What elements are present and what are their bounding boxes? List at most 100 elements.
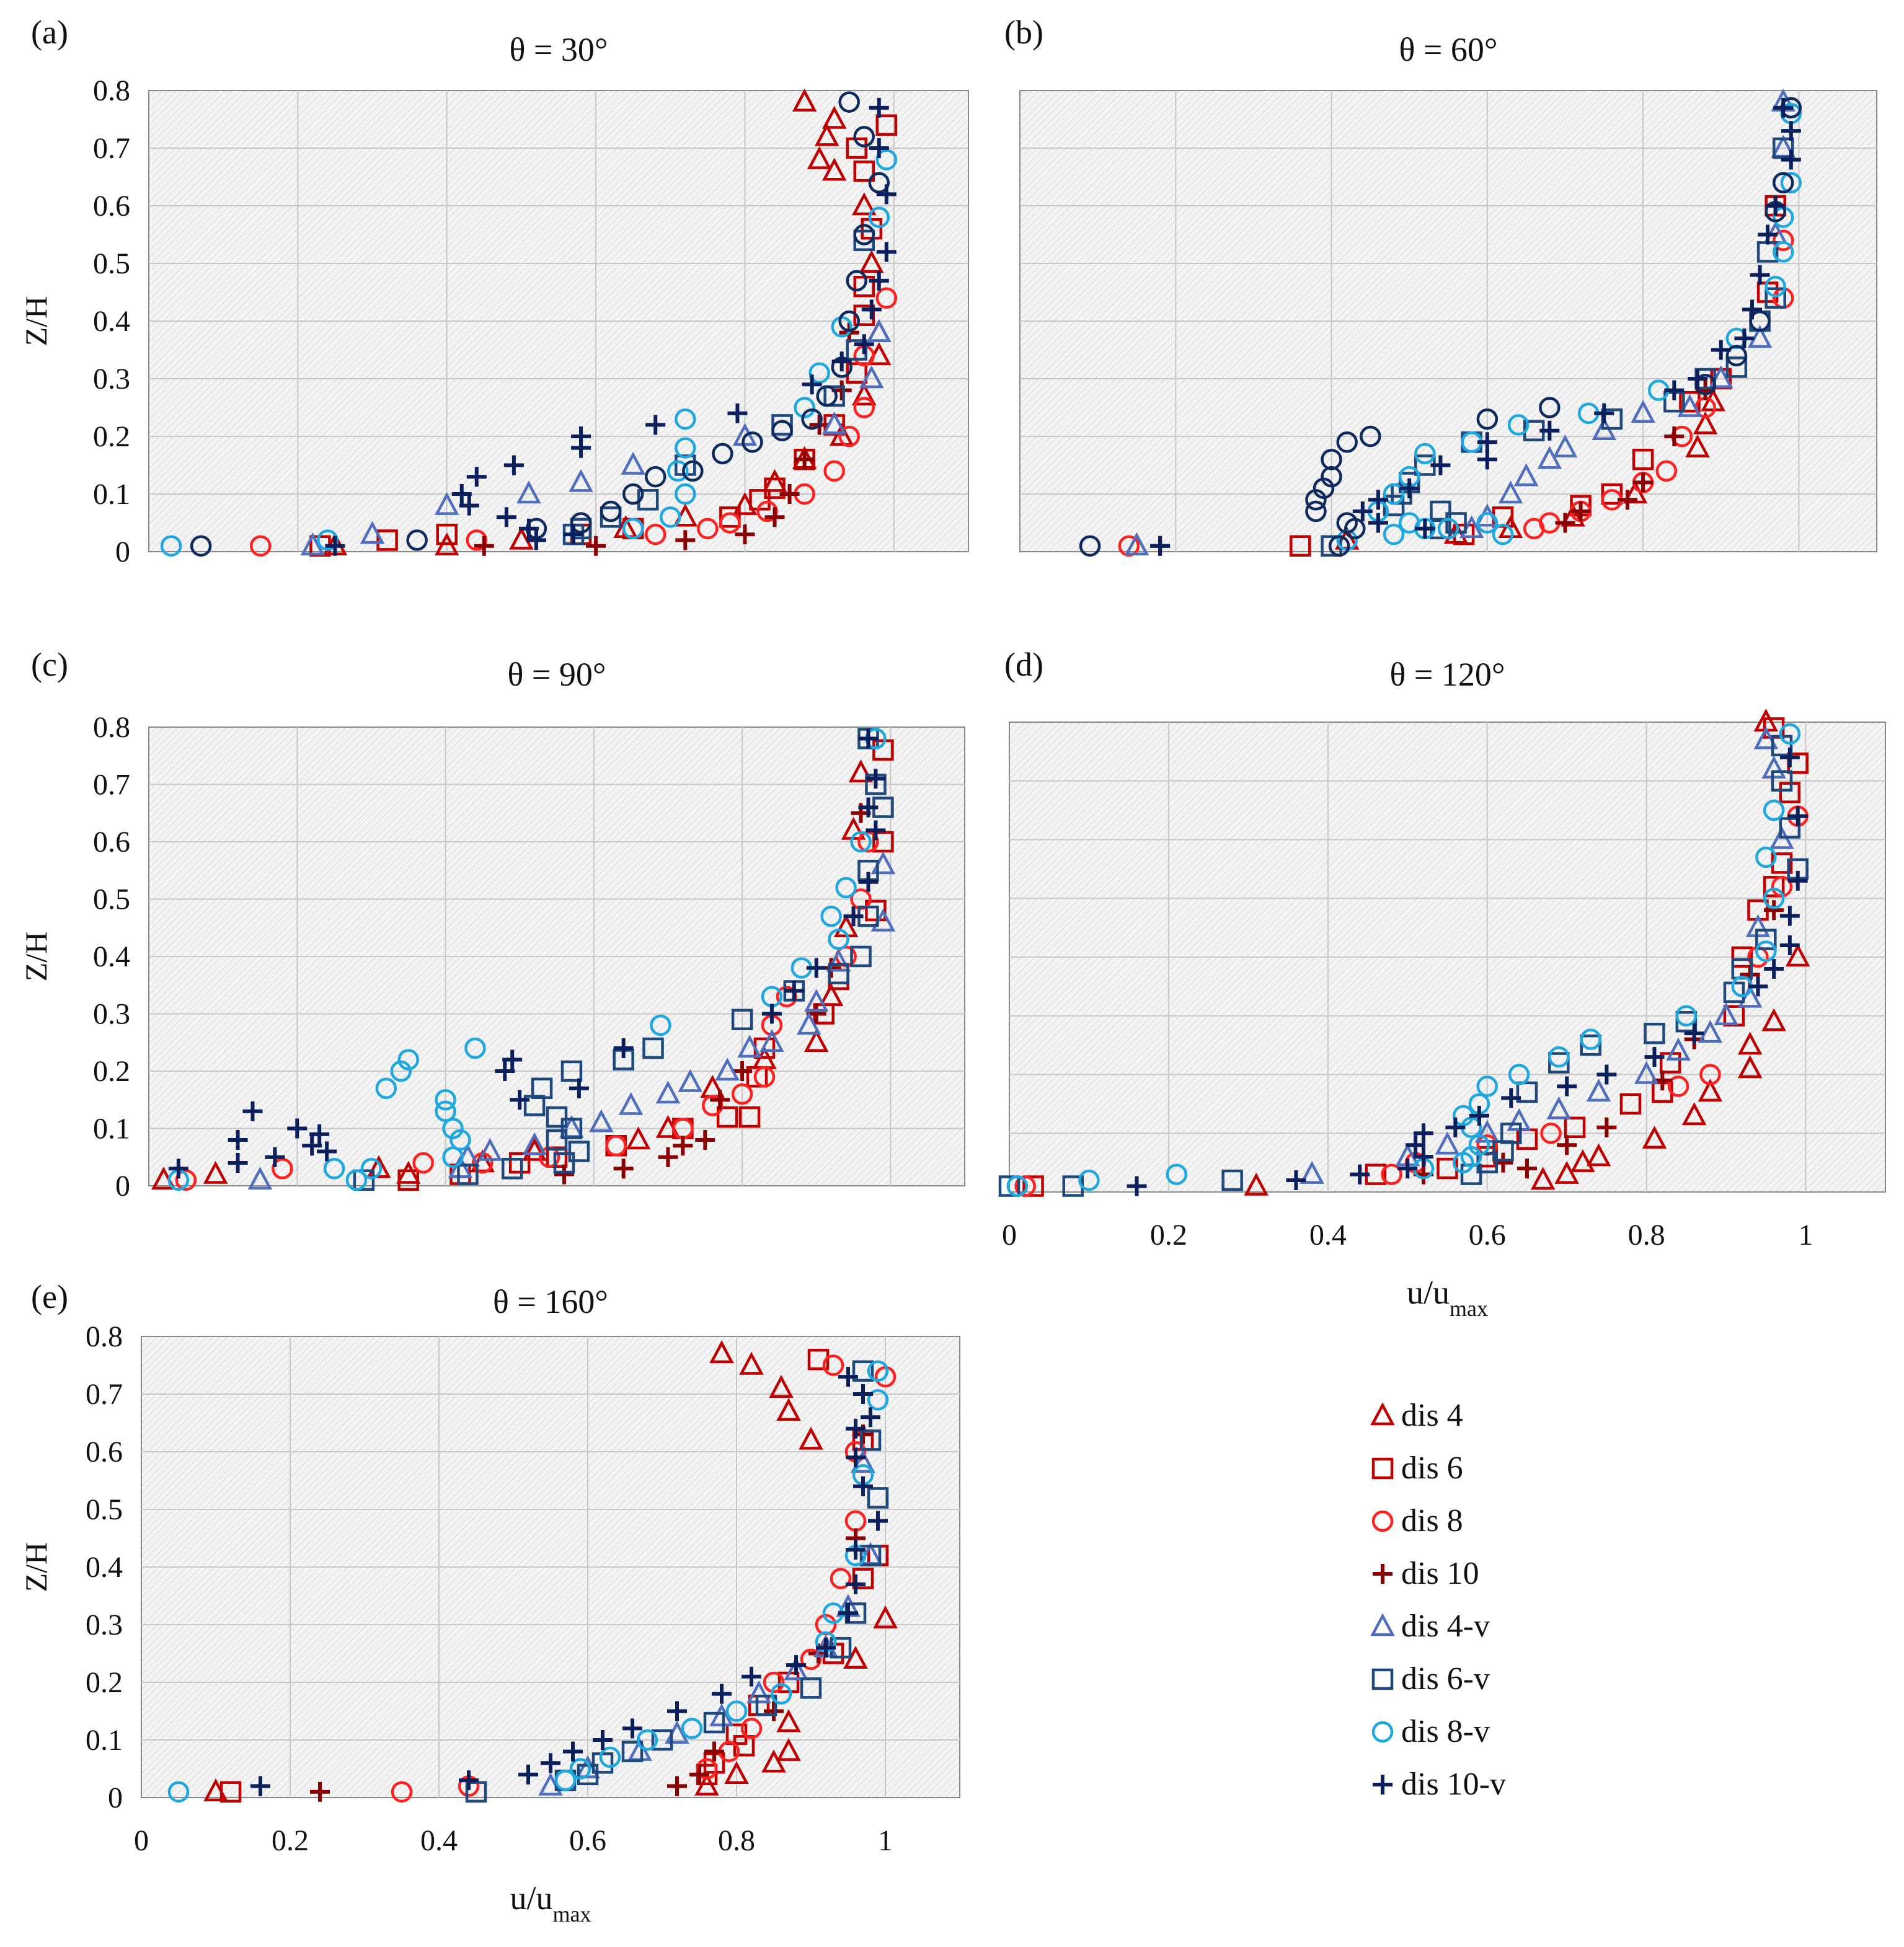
data-point [830, 1568, 852, 1589]
panel-label: (c) [31, 646, 68, 683]
data-point [875, 149, 898, 170]
data-point [867, 1389, 889, 1411]
data-point [1749, 310, 1771, 332]
data-point [1368, 490, 1388, 510]
data-point [1780, 172, 1802, 194]
data-point [868, 206, 890, 228]
data-point [769, 1374, 794, 1398]
data-point [250, 1776, 270, 1796]
data-point [1619, 1093, 1642, 1115]
y-tick-label: 0.4 [86, 1551, 123, 1584]
legend-entry: dis 8-v [1371, 1714, 1490, 1749]
data-point [1477, 449, 1497, 470]
data-point [667, 1701, 687, 1721]
data-point [1539, 420, 1560, 441]
data-point [846, 1540, 866, 1560]
data-point [510, 1090, 530, 1110]
data-point [1555, 513, 1575, 533]
data-point [1548, 1046, 1570, 1068]
data-point [667, 460, 689, 482]
data-point [800, 1677, 822, 1699]
data-point [1221, 1169, 1243, 1191]
data-point [366, 1155, 391, 1178]
data-point [1406, 1135, 1426, 1155]
panel-4: 0 0.2 0.4 0.6 0.8 1 u/umax (d) θ = 120° [998, 646, 1886, 1321]
data-point [695, 1130, 715, 1150]
data-point [1530, 1167, 1556, 1190]
data-point [650, 1014, 671, 1036]
data-point [763, 1671, 785, 1693]
series-dis-10-v [1127, 747, 1808, 1196]
data-point [857, 831, 879, 853]
data-point [1781, 149, 1801, 170]
legend-label: dis 6-v [1401, 1661, 1490, 1697]
data-point [1344, 518, 1366, 540]
data-point [503, 455, 524, 475]
data-point [861, 1407, 880, 1428]
data-point [1771, 770, 1793, 792]
data-point [459, 1770, 479, 1791]
data-point [1476, 512, 1499, 534]
legend-entry: dis 8 [1371, 1503, 1463, 1539]
data-point [681, 1718, 703, 1739]
data-point [1699, 1064, 1721, 1085]
data-point [518, 518, 539, 539]
data-point [784, 1657, 808, 1680]
legend-entry: dis 6-v [1371, 1661, 1490, 1697]
data-point [850, 945, 872, 968]
data-point [1742, 299, 1762, 320]
y-tick-label: 0.3 [93, 363, 130, 395]
data-point [219, 1781, 242, 1803]
data-point [353, 1169, 375, 1191]
data-point [1750, 265, 1770, 285]
data-point [764, 1701, 784, 1721]
data-point [1779, 817, 1801, 839]
data-point [838, 310, 860, 332]
data-point [859, 250, 884, 273]
data-point [1498, 480, 1523, 504]
data-point [1667, 1075, 1689, 1097]
data-point [569, 1758, 591, 1780]
x-tick-label: 0.4 [1309, 1219, 1347, 1252]
series-dis-8-v [167, 728, 887, 1191]
data-point [776, 1737, 801, 1761]
data-point [1127, 1176, 1147, 1196]
y-tick-label: 0.7 [86, 1378, 123, 1411]
data-point [866, 820, 886, 841]
data-point [1714, 1002, 1738, 1025]
data-point [1383, 483, 1405, 505]
data-point [1772, 241, 1794, 263]
data-point [1779, 747, 1800, 767]
data-point [838, 1603, 858, 1623]
x-axis-label: u/umax [510, 1879, 591, 1927]
data-point [875, 287, 898, 309]
data-point [1681, 1102, 1707, 1126]
data-point [300, 532, 325, 555]
data-point [1725, 345, 1748, 367]
data-point [852, 1360, 874, 1382]
data-point [600, 506, 622, 528]
data-point [872, 739, 894, 761]
data-point [622, 483, 644, 505]
data-point [1763, 799, 1785, 821]
legend-marker [1370, 1613, 1395, 1636]
data-point [1685, 434, 1710, 457]
y-tick-label: 0.2 [93, 420, 130, 453]
data-point [846, 1574, 866, 1594]
data-point [622, 518, 644, 540]
data-point [1452, 1152, 1474, 1173]
data-point [776, 986, 798, 1007]
x-tick-label: 0 [1002, 1219, 1017, 1252]
data-point [814, 123, 839, 146]
data-point [1737, 1031, 1763, 1055]
data-point [808, 362, 830, 384]
data-point [560, 1118, 583, 1139]
data-point [737, 1035, 762, 1058]
data-point [1758, 224, 1778, 245]
data-point [753, 1066, 776, 1088]
data-point [376, 529, 398, 551]
data-point [435, 1089, 456, 1111]
data-point [1546, 1096, 1572, 1119]
data-point [642, 1037, 664, 1059]
data-point [806, 958, 826, 978]
